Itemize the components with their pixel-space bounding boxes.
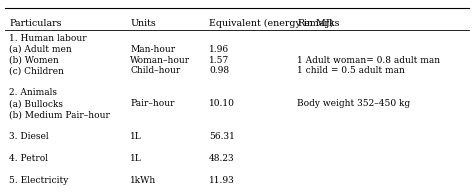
Text: 5. Electricity: 5. Electricity <box>9 176 69 185</box>
Text: Pair–hour: Pair–hour <box>130 99 174 108</box>
Text: Man-hour: Man-hour <box>130 45 175 54</box>
Text: Remarks: Remarks <box>297 19 340 28</box>
Text: (a) Adult men: (a) Adult men <box>9 45 72 54</box>
Text: 1.96: 1.96 <box>209 45 229 54</box>
Text: 1 Adult woman= 0.8 adult man: 1 Adult woman= 0.8 adult man <box>297 55 440 64</box>
Text: (b) Medium Pair–hour: (b) Medium Pair–hour <box>9 110 110 119</box>
Text: (b) Women: (b) Women <box>9 55 59 64</box>
Text: 48.23: 48.23 <box>209 154 235 163</box>
Text: Particulars: Particulars <box>9 19 62 28</box>
Text: Units: Units <box>130 19 156 28</box>
Text: 2. Animals: 2. Animals <box>9 88 57 97</box>
Text: Equivalent (energy in MJ): Equivalent (energy in MJ) <box>209 19 334 28</box>
Text: 1L: 1L <box>130 132 142 141</box>
Text: 4. Petrol: 4. Petrol <box>9 154 48 163</box>
Text: 1 child = 0.5 adult man: 1 child = 0.5 adult man <box>297 66 405 75</box>
Text: (c) Children: (c) Children <box>9 66 64 75</box>
Text: Child–hour: Child–hour <box>130 66 181 75</box>
Text: 10.10: 10.10 <box>209 99 235 108</box>
Text: 0.98: 0.98 <box>209 66 229 75</box>
Text: 1kWh: 1kWh <box>130 176 156 185</box>
Text: 1. Human labour: 1. Human labour <box>9 34 87 43</box>
Text: 56.31: 56.31 <box>209 132 235 141</box>
Text: 11.93: 11.93 <box>209 176 235 185</box>
Text: 1L: 1L <box>130 154 142 163</box>
Text: Body weight 352–450 kg: Body weight 352–450 kg <box>297 99 410 108</box>
Text: 1.57: 1.57 <box>209 55 229 64</box>
Text: 3. Diesel: 3. Diesel <box>9 132 49 141</box>
Text: (a) Bullocks: (a) Bullocks <box>9 99 64 108</box>
Text: Woman–hour: Woman–hour <box>130 55 190 64</box>
